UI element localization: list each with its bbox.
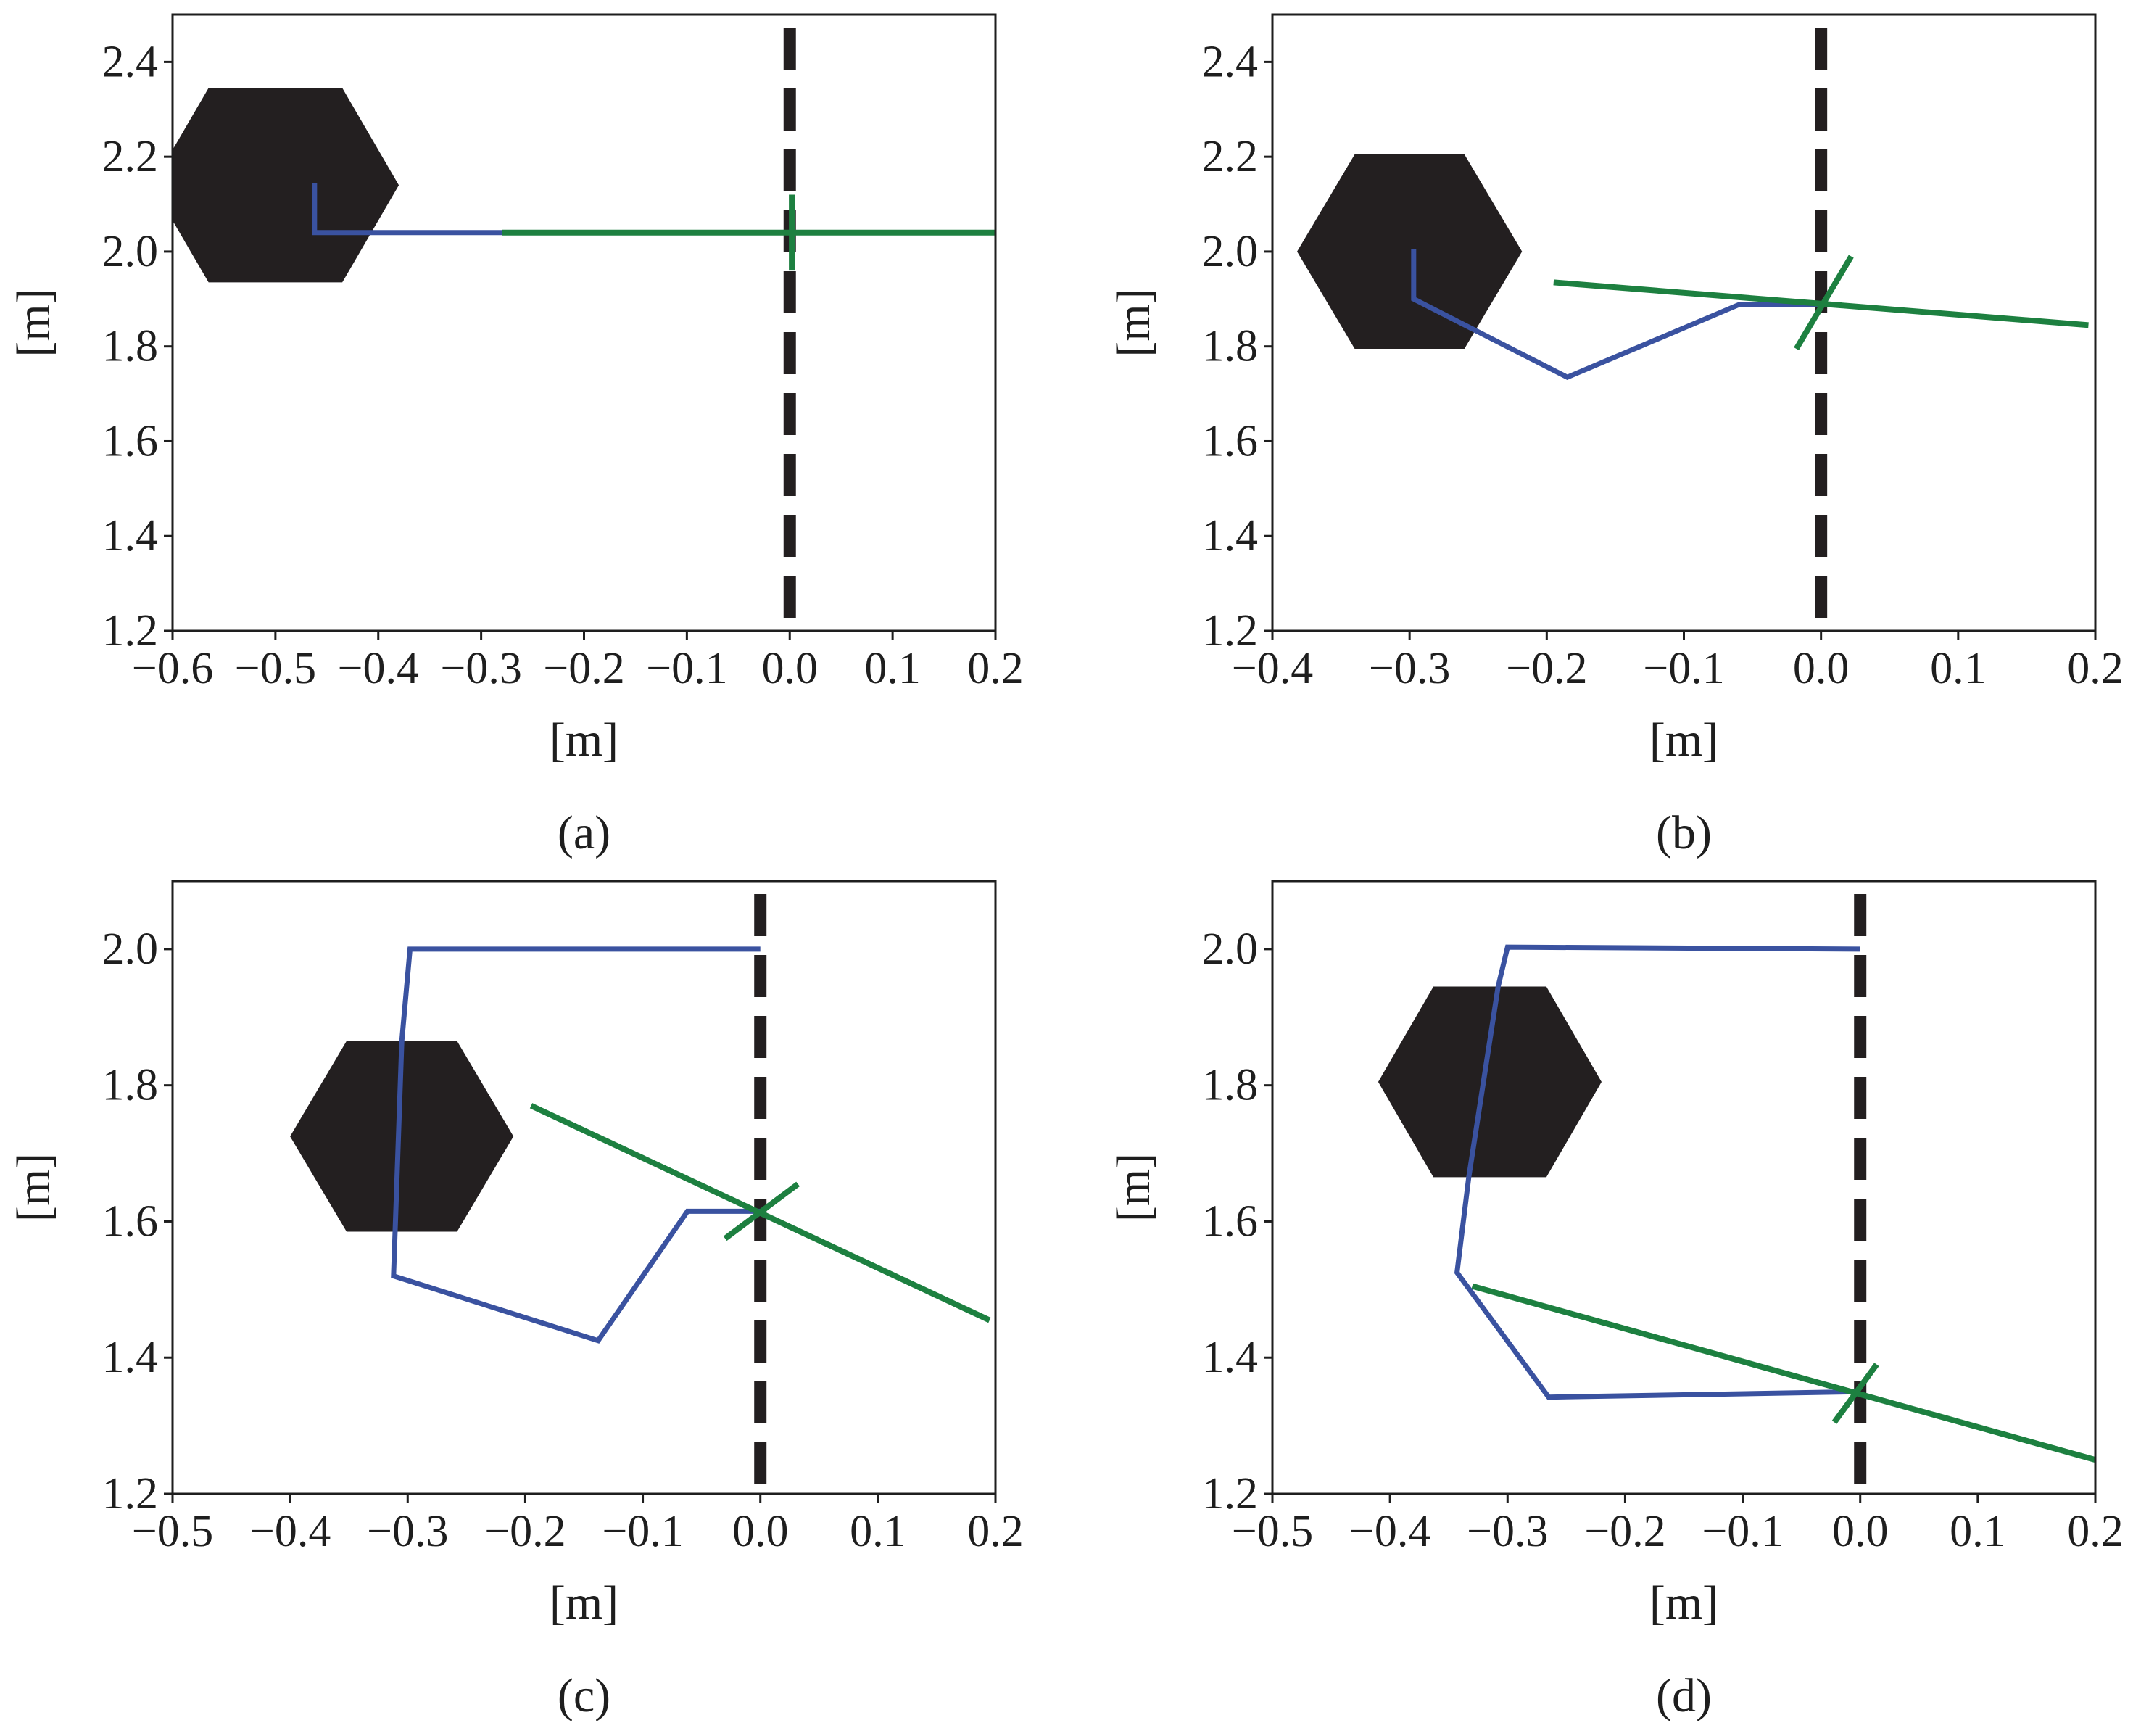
- x-tick-label: 0.1: [1930, 644, 1987, 693]
- obstacle-hexagon: [1297, 154, 1523, 349]
- plot-frame: [1271, 880, 2097, 1495]
- x-tick-label: 0.2: [967, 644, 1024, 693]
- y-tick-label: 1.2: [1202, 606, 1259, 656]
- x-tick-label: 0.1: [864, 644, 921, 693]
- panel-3: −0.5 −0.4 −0.3 −0.2 −0.1 0.0 0.1 0.2 1.2 1.4 1.6 1.…: [7, 880, 1024, 1722]
- x-tick-label: −0.5: [132, 1507, 213, 1556]
- x-tick-label: −0.1: [1643, 644, 1724, 693]
- y-axis-label: [m]: [1107, 1153, 1160, 1222]
- x-tick-label: −0.4: [338, 644, 419, 693]
- y-tick-label: 2.0: [1202, 227, 1259, 276]
- x-tick-label: −0.1: [1702, 1507, 1783, 1556]
- y-tick-label: 1.2: [102, 606, 159, 656]
- panel-2: −0.4 −0.3 −0.2 −0.1 0.0 0.1 0.2 1.2 1.4 1.6 1.8 2.0…: [1107, 13, 2124, 859]
- plot-frame: [171, 880, 997, 1495]
- x-tick-label: −0.4: [249, 1507, 331, 1556]
- crossing-mark: [1794, 255, 1854, 351]
- y-tick-label: 2.0: [102, 227, 159, 276]
- panel-caption: (d): [1656, 1669, 1712, 1722]
- series-path: [312, 183, 502, 236]
- x-tick-label: −0.3: [367, 1507, 448, 1556]
- panel-4: −0.5 −0.4 −0.3 −0.2 −0.1 0.0 0.1 0.2 1.2 1.4 1.6 1.…: [1107, 880, 2124, 1722]
- crossing-mark: [1831, 1363, 1879, 1424]
- x-tick-label: 0.0: [1832, 1507, 1889, 1556]
- x-tick-label: 0.2: [967, 1507, 1024, 1556]
- x-tick-label: −0.3: [1467, 1507, 1548, 1556]
- y-tick-label: 1.8: [1202, 322, 1259, 371]
- y-tick-label: 1.6: [102, 416, 159, 466]
- y-tick-label: 1.4: [1202, 1333, 1259, 1382]
- plot-area: [173, 28, 995, 631]
- x-tick-label: −0.5: [235, 644, 316, 693]
- x-tick-label: −0.6: [132, 644, 213, 693]
- x-axis-label: [m]: [550, 714, 618, 766]
- y-axis-label: [m]: [1107, 288, 1160, 357]
- y-tick-label: 1.6: [1202, 416, 1259, 466]
- y-axis-label: [m]: [7, 1153, 60, 1222]
- x-axis-label: [m]: [550, 1576, 618, 1629]
- y-tick-label: 2.0: [102, 925, 159, 974]
- crossing-mark: [723, 1181, 800, 1241]
- y-tick-label: 2.2: [102, 132, 159, 181]
- x-tick-label: 0.0: [1793, 644, 1850, 693]
- y-tick-label: 1.6: [102, 1196, 159, 1246]
- obstacle-hexagon: [173, 88, 399, 283]
- y-tick-label: 1.2: [102, 1469, 159, 1518]
- x-tick-label: −0.3: [1369, 644, 1450, 693]
- x-tick-label: −0.2: [543, 644, 624, 693]
- panel-1: −0.6 −0.5 −0.4 −0.3 −0.2 −0.1 0.0 0.1 0.2 1.2 1.4 1…: [7, 13, 1024, 859]
- y-axis-label: [m]: [7, 288, 60, 357]
- x-tick-label: −0.4: [1232, 644, 1313, 693]
- x-tick-label: 0.2: [2067, 644, 2124, 693]
- y-tick-label: 2.4: [1202, 37, 1259, 86]
- x-tick-label: −0.1: [602, 1507, 683, 1556]
- x-tick-label: −0.2: [1506, 644, 1587, 693]
- y-tick-label: 1.2: [1202, 1469, 1259, 1518]
- y-tick-label: 2.0: [1202, 925, 1259, 974]
- x-tick-label: 0.1: [850, 1507, 906, 1556]
- y-tick-label: 1.4: [102, 511, 159, 561]
- x-tick-label: 0.0: [762, 644, 819, 693]
- obstacle-hexagon: [1378, 986, 1602, 1178]
- y-tick-label: 1.8: [102, 322, 159, 371]
- y-tick-label: 1.4: [1202, 511, 1259, 561]
- y-tick-label: 1.8: [1202, 1061, 1259, 1110]
- y-tick-label: 2.2: [1202, 132, 1259, 181]
- series-line: [1471, 1283, 2095, 1463]
- x-tick-label: −0.5: [1232, 1507, 1313, 1556]
- obstacle-hexagon: [290, 1041, 514, 1232]
- x-axis-label: [m]: [1649, 1576, 1718, 1629]
- y-tick-label: 1.8: [102, 1061, 159, 1110]
- plot-area: [290, 894, 991, 1494]
- x-tick-label: −0.2: [484, 1507, 566, 1556]
- y-tick-label: 1.6: [1202, 1196, 1259, 1246]
- series-path: [391, 946, 761, 1344]
- x-tick-label: 0.1: [1950, 1507, 2006, 1556]
- x-tick-label: 0.2: [2067, 1507, 2124, 1556]
- x-tick-label: 0.0: [732, 1507, 789, 1556]
- panel-caption: (a): [558, 806, 610, 859]
- x-tick-label: −0.4: [1349, 1507, 1430, 1556]
- x-tick-label: −0.2: [1584, 1507, 1665, 1556]
- panel-caption: (c): [558, 1669, 610, 1722]
- x-axis-label: [m]: [1649, 714, 1718, 766]
- plot-area: [1378, 894, 2095, 1494]
- y-tick-label: 1.4: [102, 1333, 159, 1382]
- series-path: [1411, 249, 1821, 381]
- panel-caption: (b): [1656, 806, 1712, 859]
- plot-area: [1297, 28, 2089, 631]
- x-tick-label: −0.3: [440, 644, 521, 693]
- series-path: [1454, 944, 1860, 1400]
- x-tick-label: −0.1: [646, 644, 727, 693]
- y-tick-label: 2.4: [102, 37, 159, 86]
